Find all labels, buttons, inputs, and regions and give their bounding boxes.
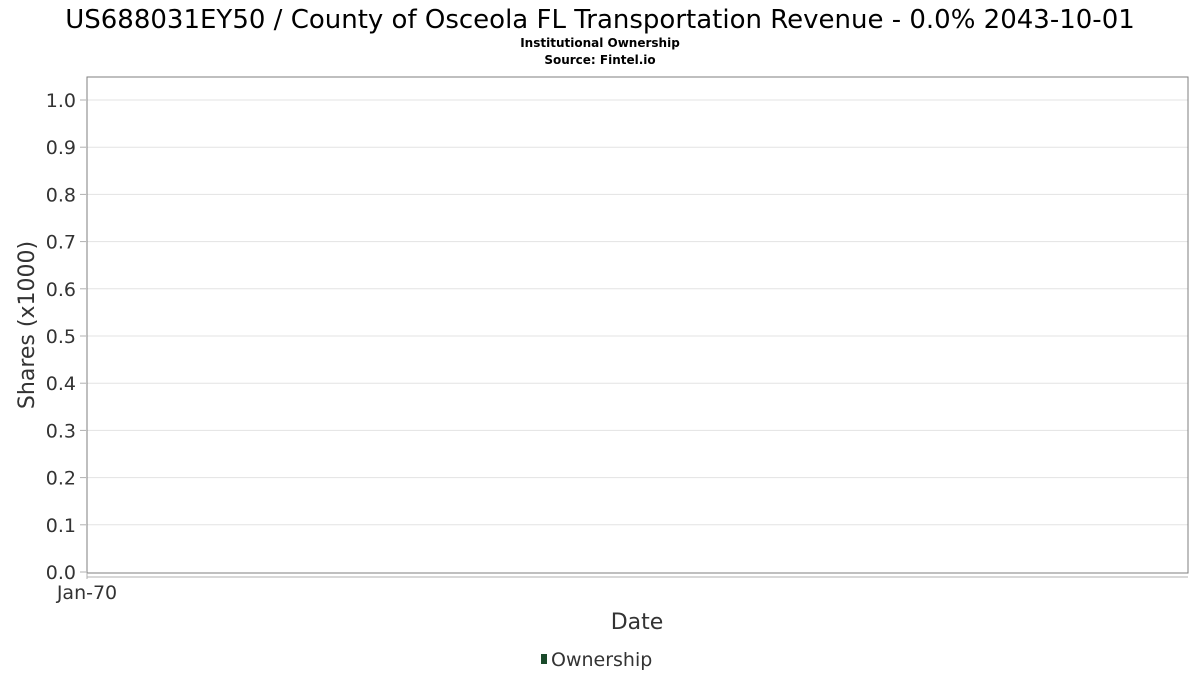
y-tick-label: 0.0	[46, 562, 76, 584]
chart-title: US688031EY50 / County of Osceola FL Tran…	[65, 5, 1135, 35]
chart-source: Source: Fintel.io	[544, 53, 655, 67]
y-tick-label: 0.3	[46, 420, 76, 442]
y-tick-label: 1.0	[46, 90, 76, 112]
y-tick-label: 0.7	[46, 232, 76, 254]
y-axis-ticks: 0.0 0.1 0.2 0.3 0.4 0.5 0.6 0.7 0.8 0.9 1.0	[46, 90, 86, 584]
x-axis-ticks: Jan-70	[56, 573, 117, 604]
gridlines	[87, 99, 1188, 526]
legend: Ownership	[541, 649, 652, 671]
y-axis-title: Shares (x1000)	[15, 241, 40, 409]
x-tick-label: Jan-70	[56, 582, 117, 604]
y-tick-label: 0.9	[46, 137, 76, 159]
y-tick-label: 0.1	[46, 515, 76, 537]
x-axis-title: Date	[611, 610, 664, 635]
y-tick-label: 0.4	[46, 373, 76, 395]
y-tick-label: 0.6	[46, 279, 76, 301]
legend-swatch-ownership	[541, 654, 547, 664]
plot-area-frame	[86, 76, 1189, 574]
y-tick-label: 0.5	[46, 326, 76, 348]
legend-label-ownership: Ownership	[551, 649, 652, 671]
chart-subtitle: Institutional Ownership	[520, 36, 680, 50]
y-tick-label: 0.8	[46, 184, 76, 206]
y-tick-label: 0.2	[46, 468, 76, 490]
